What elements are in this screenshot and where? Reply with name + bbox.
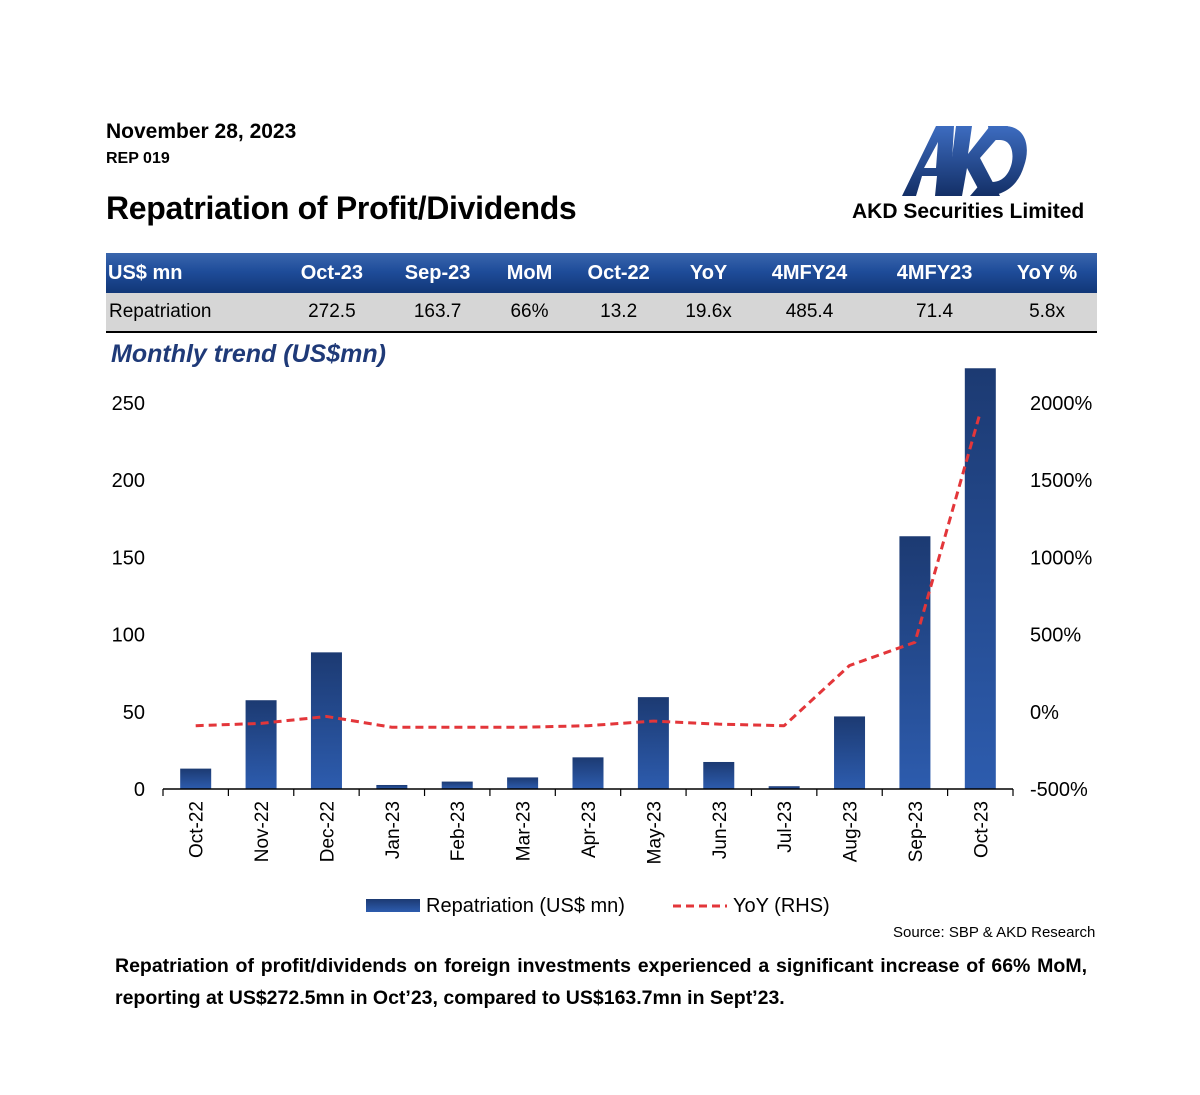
x-tick-label: Oct-23 <box>971 801 992 858</box>
y-left-tick-label: 250 <box>112 393 145 415</box>
x-tick-label: Apr-23 <box>579 801 600 858</box>
bar-Aug-23 <box>834 716 865 789</box>
bar-Oct-22 <box>180 769 211 789</box>
x-tick-label: Jul-23 <box>775 801 796 853</box>
x-tick-label: Nov-22 <box>252 801 273 862</box>
source-note: Source: SBP & AKD Research <box>893 924 1095 941</box>
x-tick-label: Feb-23 <box>448 801 469 861</box>
bar-Jun-23 <box>703 762 734 789</box>
y-left-tick-label: 150 <box>112 547 145 569</box>
y-right-tick-label: 500% <box>1030 625 1081 647</box>
legend-label-yoy: YoY (RHS) <box>733 895 830 917</box>
y-right-tick-label: 1000% <box>1030 547 1092 569</box>
y-left-tick-label: 0 <box>134 779 145 801</box>
y-left-tick-label: 50 <box>123 702 145 724</box>
x-tick-label: May-23 <box>644 801 665 864</box>
bar-Sep-23 <box>899 536 930 789</box>
bar-May-23 <box>638 697 669 789</box>
y-right-tick-label: 2000% <box>1030 393 1092 415</box>
y-right-tick-label: -500% <box>1030 779 1088 801</box>
x-tick-label: Oct-22 <box>187 801 208 858</box>
bar-Apr-23 <box>573 757 604 789</box>
y-right-tick-label: 0% <box>1030 702 1059 724</box>
bar-Dec-22 <box>311 652 342 789</box>
x-tick-label: Dec-22 <box>317 801 338 862</box>
bar-Feb-23 <box>442 782 473 789</box>
x-tick-label: Sep-23 <box>906 801 927 862</box>
legend-swatch-repatriation <box>366 899 420 912</box>
x-tick-label: Jan-23 <box>383 801 404 859</box>
x-tick-label: Jun-23 <box>710 801 731 859</box>
y-left-tick-label: 200 <box>112 470 145 492</box>
y-left-tick-label: 100 <box>112 625 145 647</box>
summary-paragraph: Repatriation of profit/dividends on fore… <box>115 950 1087 1014</box>
y-right-tick-label: 1500% <box>1030 470 1092 492</box>
legend-label-repatriation: Repatriation (US$ mn) <box>426 895 625 917</box>
x-tick-label: Mar-23 <box>514 801 535 861</box>
bar-Mar-23 <box>507 777 538 789</box>
bar-Oct-23 <box>965 368 996 789</box>
bar-Nov-22 <box>246 700 277 789</box>
x-tick-label: Aug-23 <box>841 801 862 862</box>
